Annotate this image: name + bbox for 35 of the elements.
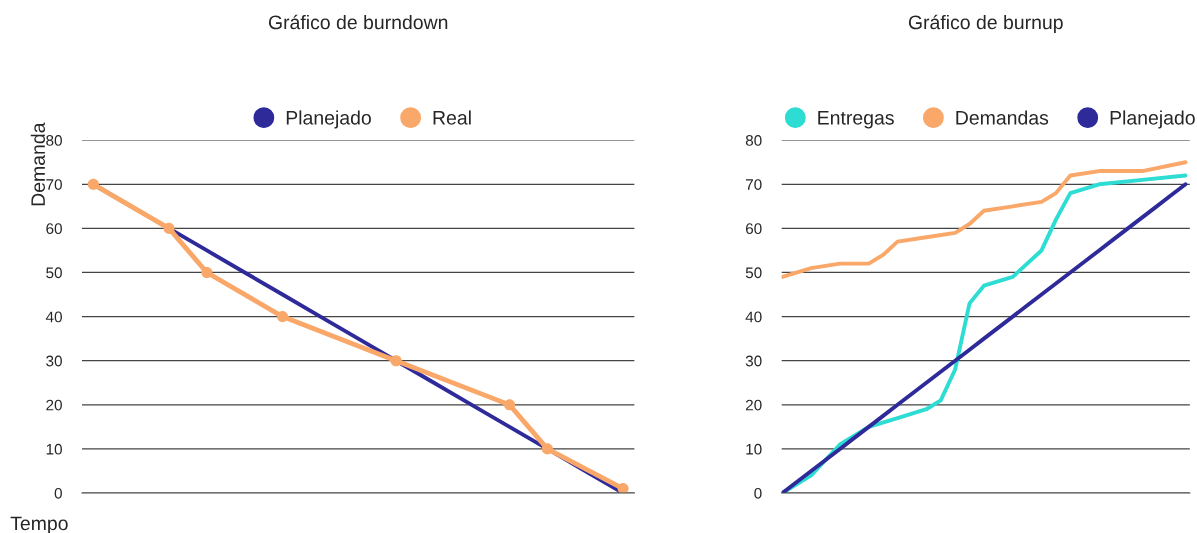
y-tick-label: 70: [46, 179, 62, 190]
y-tick-label: 0: [754, 487, 762, 499]
y-tick-label: 50: [46, 267, 62, 279]
y-tick-label: 10: [46, 443, 62, 455]
legend-label: Demandas: [956, 110, 1049, 125]
y-tick-label: 40: [745, 311, 762, 323]
legend-label: Entregas: [818, 111, 894, 129]
y-tick-label: 20: [745, 399, 762, 411]
y-tick-label: 30: [745, 355, 762, 367]
point: [503, 399, 516, 411]
y-tick-label: 0: [54, 487, 62, 499]
y-tick-label: 60: [745, 223, 762, 235]
legend-label: Planejado: [286, 110, 371, 129]
y-axis-title: Demanda: [30, 122, 46, 206]
point: [617, 483, 629, 494]
y-tick-label: 50: [745, 267, 762, 279]
y-tick-label: 30: [46, 355, 62, 367]
point: [390, 355, 402, 367]
point: [276, 311, 289, 323]
point: [163, 222, 175, 234]
y-tick-label: 20: [46, 399, 62, 411]
y-tick-label: 80: [46, 135, 62, 146]
y-tick-label: 10: [746, 443, 762, 455]
point: [201, 266, 213, 279]
point: [541, 443, 553, 455]
point: [87, 178, 99, 190]
y-tick-label: 80: [745, 135, 762, 146]
legend-label: Real: [433, 110, 471, 125]
y-tick-label: 60: [46, 223, 62, 235]
y-tick-label: 70: [745, 179, 762, 190]
chart-title: Gráfico de burnup: [908, 14, 1063, 34]
legend-label: Planejado: [1110, 110, 1195, 129]
line-series: [781, 160, 1188, 279]
chart-title: Gráfico de burndown: [268, 14, 448, 30]
y-tick-label: 40: [45, 311, 62, 323]
